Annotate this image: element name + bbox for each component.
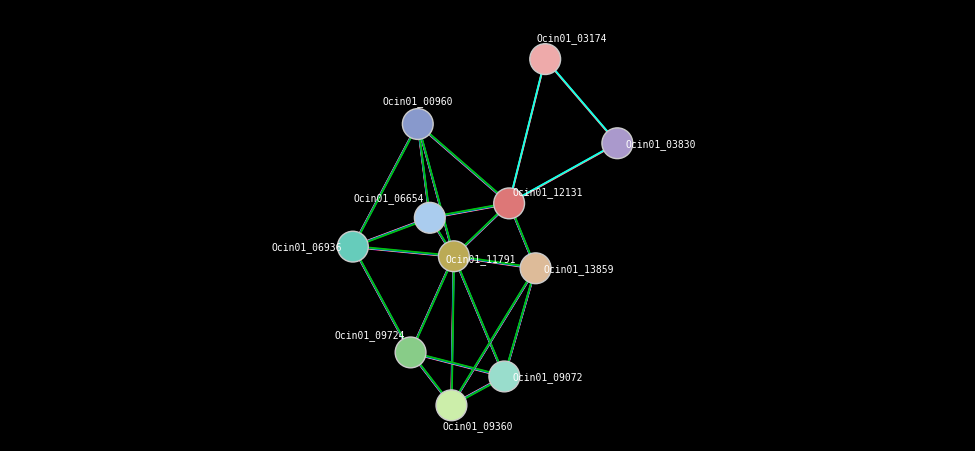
Circle shape <box>493 189 525 219</box>
Circle shape <box>521 253 551 284</box>
Text: Ocin01_00960: Ocin01_00960 <box>382 96 453 107</box>
Circle shape <box>436 390 467 421</box>
Text: Ocin01_09724: Ocin01_09724 <box>334 329 405 340</box>
Text: Ocin01_12131: Ocin01_12131 <box>512 186 583 198</box>
Text: Ocin01_11791: Ocin01_11791 <box>445 253 516 265</box>
Text: Ocin01_03830: Ocin01_03830 <box>625 138 696 149</box>
Text: Ocin01_09360: Ocin01_09360 <box>443 420 513 431</box>
Circle shape <box>488 361 520 392</box>
Circle shape <box>439 241 469 272</box>
Text: Ocin01_03174: Ocin01_03174 <box>536 33 606 44</box>
Circle shape <box>395 337 426 368</box>
Text: Ocin01_13859: Ocin01_13859 <box>544 263 614 274</box>
Circle shape <box>529 45 561 75</box>
Circle shape <box>337 232 369 262</box>
Text: Ocin01_06936: Ocin01_06936 <box>272 242 342 253</box>
Text: Ocin01_09072: Ocin01_09072 <box>512 371 583 382</box>
Circle shape <box>414 203 446 234</box>
Circle shape <box>403 110 433 140</box>
Text: Ocin01_06654: Ocin01_06654 <box>354 193 424 203</box>
Circle shape <box>602 129 633 159</box>
